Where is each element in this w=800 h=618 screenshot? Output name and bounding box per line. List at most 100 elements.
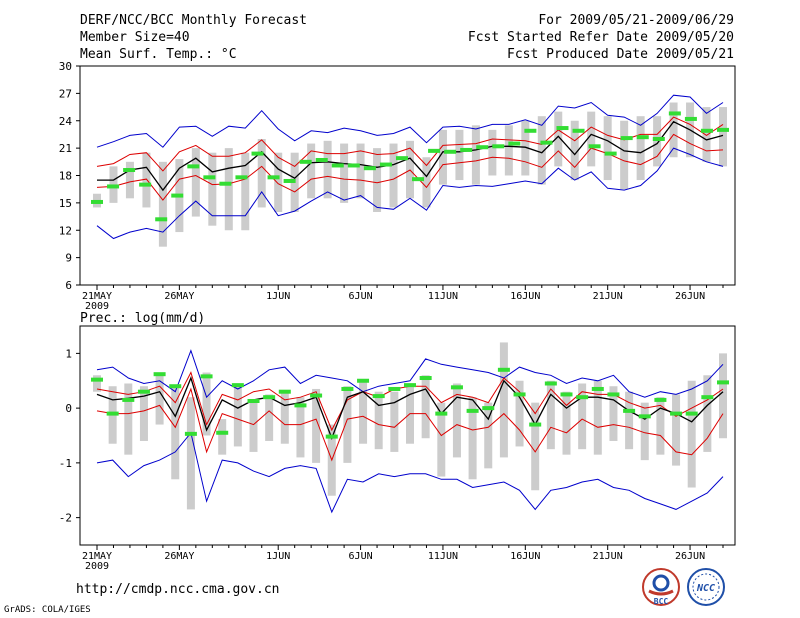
temp-range-box: [603, 116, 612, 181]
precip-obs-mark: [544, 381, 557, 386]
temp-obs-mark: [444, 149, 457, 154]
temp-range-box: [142, 152, 151, 208]
precip-range-box: [687, 380, 696, 488]
precip-obs-mark: [184, 431, 197, 436]
temp-obs-mark: [460, 147, 473, 152]
temp-range-box: [373, 148, 382, 212]
temp-range-box: [504, 125, 513, 176]
temp-range-box: [224, 148, 233, 231]
precip-x-tick-label: 21MAY: [82, 551, 112, 562]
temp-obs-mark: [171, 193, 184, 198]
temp-mean-line: [97, 120, 724, 192]
precip-range-box: [124, 383, 133, 455]
temp-obs-mark: [123, 168, 136, 173]
temp-range-box: [455, 129, 464, 181]
temp-x-tick-label: 11JUN: [428, 291, 458, 302]
temp-obs-mark: [363, 166, 376, 171]
temp-obs-mark: [604, 151, 617, 156]
precip-obs-mark: [717, 380, 729, 385]
precip-obs-mark: [310, 393, 323, 398]
temp-obs-mark: [251, 151, 264, 156]
precip-obs-mark: [372, 394, 385, 399]
temp-obs-mark: [91, 199, 103, 204]
temp-panel-title: Mean Surf. Temp.: °C: [80, 47, 237, 62]
temp-range-box: [389, 143, 398, 208]
precip-y-tick-label: 1: [65, 347, 72, 360]
precip-obs-mark: [106, 411, 119, 416]
temp-range-box: [257, 139, 266, 208]
precip-range-box: [546, 380, 555, 450]
precip-x-tick-label: 1JUN: [266, 551, 290, 562]
precip-x-tick-label: 16JUN: [510, 551, 540, 562]
precip-obs-mark: [91, 377, 103, 382]
temp-obs-mark: [556, 126, 569, 131]
temp-range-box: [537, 116, 546, 185]
precip-range-box: [296, 397, 305, 458]
precip-range-box: [640, 402, 649, 461]
website-url[interactable]: http://cmdp.ncc.cma.gov.cn: [76, 582, 280, 597]
precip-obs-mark: [404, 383, 416, 388]
temp-range-box: [587, 111, 596, 167]
temp-obs-mark: [540, 140, 553, 145]
precip-obs-mark: [623, 408, 636, 413]
precip-range-box: [359, 380, 368, 444]
precip-obs-mark: [685, 411, 698, 416]
temp-year-label: 2009: [85, 301, 109, 312]
temp-range-box: [636, 116, 645, 181]
precip-y-tick-label: -2: [59, 512, 72, 525]
precip-obs-mark: [122, 397, 135, 402]
temp-range-box: [241, 152, 250, 231]
temp-obs-mark: [668, 111, 681, 116]
bcc-logo: BCC: [642, 568, 680, 606]
temp-obs-mark: [717, 127, 729, 132]
precip-obs-mark: [231, 383, 244, 388]
precip-range-box: [312, 388, 321, 463]
temp-x-tick-label: 26MAY: [164, 291, 194, 302]
temp-obs-mark: [524, 128, 537, 133]
temp-y-tick-label: 12: [59, 224, 72, 237]
precip-obs-mark: [169, 384, 182, 389]
precip-range-box: [593, 380, 602, 455]
temp-range-box: [719, 107, 727, 167]
temp-upper-line: [96, 116, 724, 172]
temp-x-tick-label: 1JUN: [266, 291, 290, 302]
precip-obs-mark: [153, 372, 166, 377]
precip-y-tick-label: -1: [59, 457, 72, 470]
precip-obs-mark: [482, 406, 495, 411]
grads-credit: GrADS: COLA/IGES: [4, 605, 91, 615]
temp-obs-mark: [139, 182, 152, 187]
precip-obs-mark: [497, 367, 510, 372]
precip-x-tick-label: 26JUN: [675, 551, 705, 562]
precip-range-box: [719, 353, 727, 439]
temp-obs-mark: [588, 144, 601, 149]
temp-obs-mark: [395, 156, 408, 161]
precip-range-box: [578, 383, 587, 450]
precip-range-box: [343, 386, 352, 463]
temp-obs-mark: [572, 128, 585, 133]
temp-min-line: [96, 147, 724, 240]
precip-range-box: [562, 391, 571, 455]
temp-range-box: [669, 102, 678, 158]
temp-y-tick-label: 30: [59, 60, 72, 73]
temp-obs-mark: [620, 136, 633, 141]
precip-range-box: [155, 375, 164, 425]
temp-range-box: [653, 116, 662, 167]
precip-range-box: [93, 375, 101, 392]
temp-obs-mark: [315, 157, 328, 162]
precip-obs-mark: [357, 378, 370, 383]
precip-range-box: [609, 386, 618, 441]
ncc-logo-text: NCC: [696, 583, 715, 594]
fcst-started-date: Fcst Started Refer Date 2009/05/20: [467, 30, 734, 45]
precip-obs-mark: [200, 374, 213, 379]
precip-x-tick-label: 26MAY: [164, 551, 194, 562]
temp-range-box: [340, 143, 349, 203]
temp-range-box: [422, 157, 431, 208]
precip-range-box: [218, 419, 227, 455]
temp-obs-mark: [347, 163, 360, 168]
precip-year-label: 2009: [85, 561, 109, 572]
precip-mean-line: [96, 376, 724, 441]
precip-y-tick-label: 0: [65, 402, 72, 415]
precip-obs-mark: [466, 408, 479, 413]
